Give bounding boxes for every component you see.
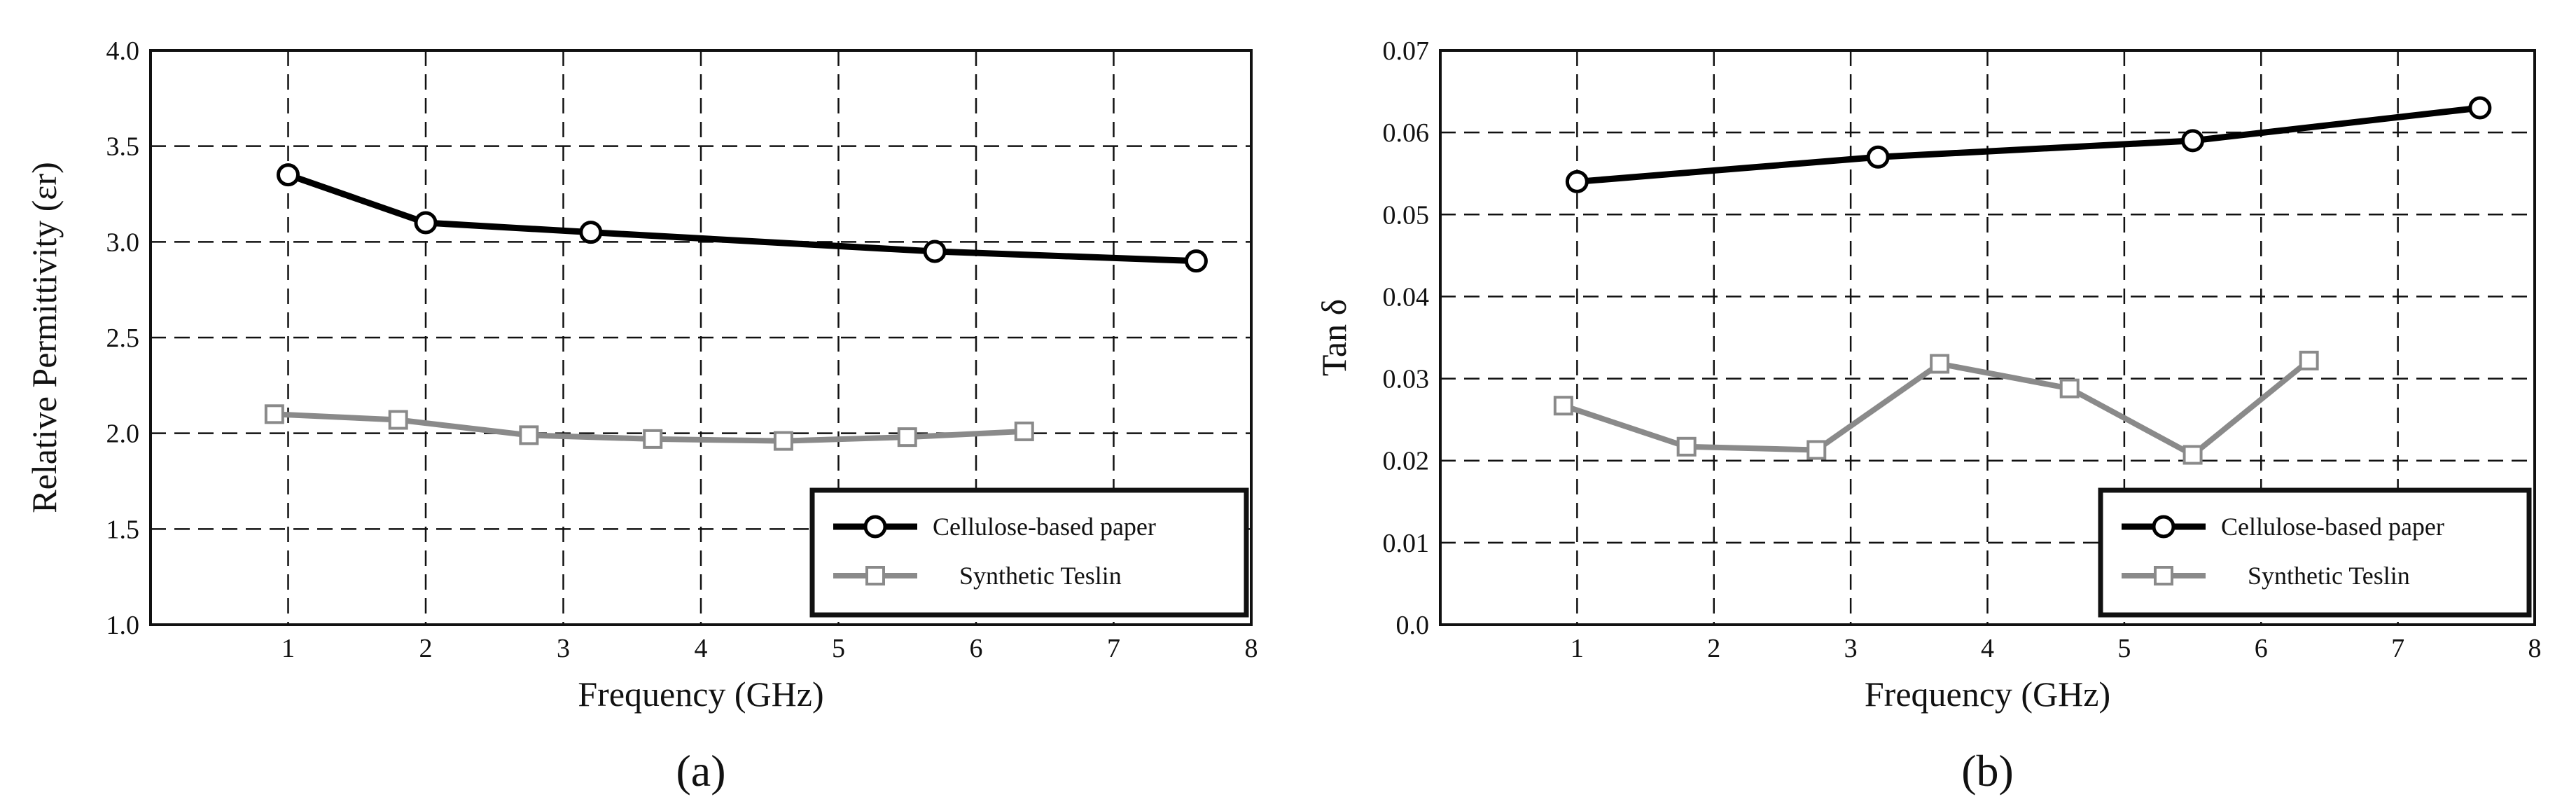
x-axis-ticks: 1 2 3 4 5 6 7 8 <box>281 634 1258 663</box>
x-tick-label: 6 <box>970 634 983 663</box>
data-point-circle <box>2181 129 2205 153</box>
data-point-square <box>897 427 917 448</box>
x-axis-label: Frequency (GHz) <box>578 674 823 714</box>
x-tick-label: 7 <box>1107 634 1120 663</box>
data-point-square <box>2059 378 2080 398</box>
panel-label-a: (a) <box>676 746 725 796</box>
y-tick-label: 0.06 <box>1383 118 1430 148</box>
y-tick-label: 0.02 <box>1383 447 1430 476</box>
x-tick-label: 3 <box>1844 634 1858 663</box>
y-tick-label: 0.01 <box>1383 529 1430 558</box>
y-axis-ticks: 0.0 0.01 0.02 0.03 0.04 0.05 0.06 0.07 <box>1383 36 1430 640</box>
legend-label-teslin: Synthetic Teslin <box>2248 562 2410 590</box>
legend-marker-circle <box>2152 515 2175 539</box>
y-tick-label: 0.05 <box>1383 200 1430 230</box>
y-tick-label: 0.04 <box>1383 282 1430 312</box>
data-series <box>1553 96 2492 465</box>
data-point-square <box>2299 350 2319 370</box>
x-tick-label: 6 <box>2255 634 2268 663</box>
x-tick-label: 5 <box>2117 634 2131 663</box>
data-series <box>264 163 1208 451</box>
x-tick-label: 7 <box>2391 634 2404 663</box>
legend: Cellulose-based paper Synthetic Teslin <box>2098 487 2532 618</box>
y-tick-label: 2.5 <box>106 324 140 353</box>
y-tick-label: 1.5 <box>106 515 140 544</box>
data-point-square <box>643 429 663 449</box>
panel-label-b: (b) <box>1961 746 2014 796</box>
y-tick-label: 0.03 <box>1383 365 1430 394</box>
legend-box <box>809 487 1249 618</box>
y-tick-label: 4.0 <box>106 36 140 66</box>
y-tick-label: 0.07 <box>1383 36 1430 66</box>
y-tick-label: 3.5 <box>106 132 140 162</box>
legend-label-cellulose: Cellulose-based paper <box>933 513 1156 541</box>
x-tick-label: 4 <box>1981 634 1994 663</box>
data-point-square <box>1014 421 1034 441</box>
y-tick-label: 2.0 <box>106 420 140 449</box>
x-tick-label: 2 <box>1707 634 1720 663</box>
y-axis-label: Tan δ <box>1314 299 1353 376</box>
data-point-circle <box>277 163 300 187</box>
data-point-circle <box>1866 145 1890 169</box>
x-tick-label: 1 <box>281 634 295 663</box>
x-axis-ticks: 1 2 3 4 5 6 7 8 <box>1571 634 2542 663</box>
x-tick-label: 5 <box>832 634 845 663</box>
x-axis-label: Frequency (GHz) <box>1865 674 2110 714</box>
legend-box <box>2098 487 2532 618</box>
plot-area-frame <box>1439 49 2536 626</box>
data-point-square <box>519 425 539 445</box>
data-point-circle <box>1184 249 1208 273</box>
y-axis-ticks: 1.0 1.5 2.0 2.5 3.0 3.5 4.0 <box>106 36 140 640</box>
data-point-square <box>1676 436 1697 457</box>
plot-area-frame <box>149 49 1253 626</box>
x-tick-label: 8 <box>2528 634 2542 663</box>
y-tick-label: 1.0 <box>106 611 140 640</box>
data-point-square <box>773 431 793 451</box>
y-tick-label: 0.0 <box>1396 611 1430 640</box>
legend-label-cellulose: Cellulose-based paper <box>2221 513 2444 541</box>
data-point-circle <box>579 221 603 244</box>
data-point-square <box>264 404 284 424</box>
chart-panel-b: 1 2 3 4 5 6 7 8 0.0 0.01 0.02 0.03 0.04 0.05 0.06 0.07… <box>1314 36 2542 796</box>
y-axis-label: Relative Permittivity (εr) <box>25 162 64 513</box>
data-point-square <box>2182 445 2203 465</box>
chart-panel-a: 1 2 3 4 5 6 7 8 1.0 1.5 2.0 2.5 3.0 3.5 4.0 Frequency… <box>25 36 1258 796</box>
grid-lines <box>151 50 1251 625</box>
data-point-square <box>1553 396 1573 416</box>
data-point-circle <box>2468 96 2492 120</box>
legend: Cellulose-based paper Synthetic Teslin <box>809 487 1249 618</box>
data-point-square <box>1930 354 1950 374</box>
series-line-cellulose <box>1577 104 2481 185</box>
y-tick-label: 3.0 <box>106 228 140 257</box>
data-point-square <box>388 410 408 430</box>
data-point-circle <box>1565 169 1589 193</box>
legend-marker-circle <box>863 515 887 539</box>
x-tick-label: 4 <box>695 634 708 663</box>
series-line-teslin <box>1562 358 2311 458</box>
x-tick-label: 3 <box>557 634 570 663</box>
legend-marker-square <box>2154 566 2173 585</box>
x-tick-label: 1 <box>1571 634 1584 663</box>
data-point-circle <box>414 211 438 235</box>
data-point-circle <box>923 240 947 263</box>
data-point-square <box>1806 440 1827 460</box>
legend-label-teslin: Synthetic Teslin <box>959 562 1122 590</box>
x-tick-label: 8 <box>1245 634 1258 663</box>
legend-marker-square <box>865 566 885 585</box>
x-tick-label: 2 <box>419 634 433 663</box>
